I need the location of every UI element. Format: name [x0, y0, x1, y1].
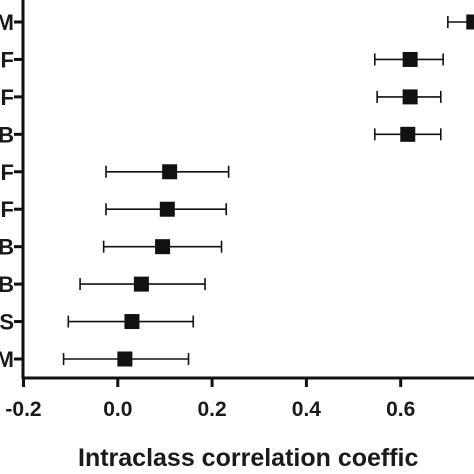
row-label: M	[0, 347, 14, 372]
estimate-marker	[162, 164, 178, 180]
estimate-marker	[466, 14, 474, 30]
estimate-marker	[155, 239, 171, 255]
x-tick-label: 0.2	[197, 398, 226, 421]
row-label: F	[1, 160, 14, 185]
estimate-marker	[402, 51, 418, 67]
estimate-marker	[159, 201, 175, 217]
x-tick-label: 0.6	[386, 398, 415, 421]
row-label: F	[1, 197, 14, 222]
row-label: F	[1, 47, 14, 72]
estimate-marker	[117, 351, 133, 367]
x-tick-label: -0.2	[5, 398, 41, 421]
estimate-marker	[124, 314, 140, 330]
row-label: B	[0, 272, 14, 297]
row-label: B	[0, 235, 14, 260]
x-tick-label: 0.0	[103, 398, 132, 421]
estimate-marker	[402, 89, 418, 105]
row-label: B	[0, 122, 14, 147]
x-axis-title: Intraclass correlation coeffic	[78, 444, 419, 472]
estimate-marker	[133, 276, 149, 292]
row-label: M	[0, 10, 14, 35]
row-label: F	[1, 85, 14, 110]
x-tick-label: 0.4	[292, 398, 322, 421]
estimate-marker	[400, 126, 416, 142]
row-label: S	[0, 310, 14, 335]
